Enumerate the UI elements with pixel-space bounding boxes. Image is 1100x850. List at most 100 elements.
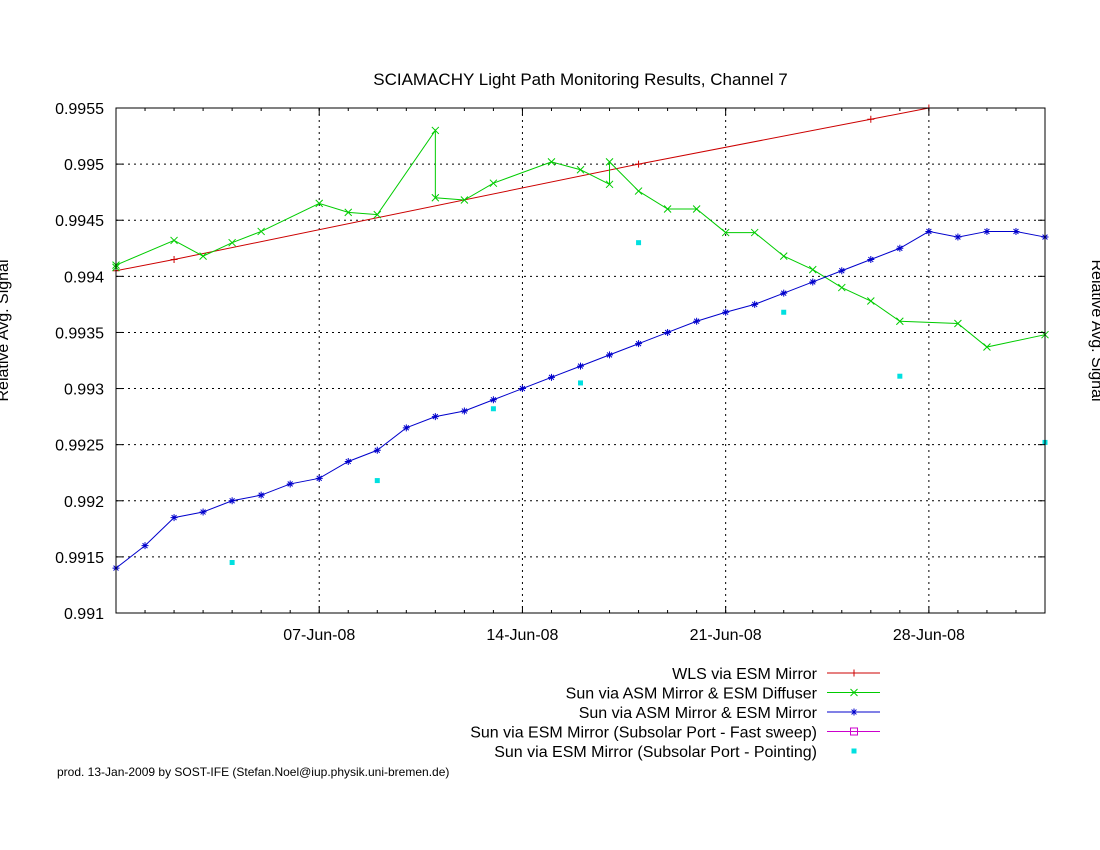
legend-item: Sun via ASM Mirror & ESM Diffuser [566, 686, 880, 703]
legend-label: Sun via ASM Mirror & ESM Mirror [579, 705, 818, 722]
data-point [606, 351, 614, 359]
y-tick-label: 0.9945 [55, 213, 104, 230]
data-point [635, 340, 643, 348]
data-point [605, 158, 614, 166]
data-point [867, 115, 875, 123]
data-point [373, 210, 382, 219]
data-point [229, 560, 235, 565]
y-tick-label: 0.991 [64, 606, 104, 623]
legend-label: Sun via ESM Mirror (Subsolar Port - Poin… [494, 744, 817, 761]
data-point [692, 205, 701, 213]
series-2 [112, 126, 1049, 351]
legend-item: WLS via ESM Mirror [672, 666, 880, 683]
data-point [1012, 227, 1020, 235]
data-point [954, 319, 962, 328]
data-point [518, 385, 526, 393]
data-point [578, 380, 583, 386]
data-point [781, 309, 787, 315]
data-point [983, 227, 991, 235]
data-point [490, 406, 496, 412]
data-point [867, 256, 875, 263]
data-point [850, 708, 858, 716]
data-point [257, 491, 265, 499]
data-point [228, 238, 236, 247]
data-point [170, 236, 178, 245]
legend-label: Sun via ASM Mirror & ESM Diffuser [566, 686, 818, 703]
series-line [115, 128, 1046, 348]
data-point [199, 508, 207, 516]
data-point [170, 256, 178, 263]
legend-item: Sun via ESM Mirror (Subsolar Port - Poin… [494, 744, 857, 761]
data-point [605, 180, 614, 189]
data-point [850, 669, 858, 677]
y-tick-label: 0.993 [64, 382, 104, 399]
y-axis: 0.991 0.9915 0.992 0.9925 0.993 0.9935 0.994 0.… [55, 101, 1045, 623]
data-point [809, 278, 817, 286]
data-point [374, 478, 380, 484]
data-point [838, 267, 846, 275]
chart-title: SCIAMACHY Light Path Monitoring Results,… [373, 70, 788, 89]
series-3 [112, 227, 1049, 572]
data-point [983, 343, 991, 351]
x-tick-label: 28-Jun-08 [893, 627, 965, 644]
legend: WLS via ESM Mirror Sun via ASM Mirror & E… [470, 666, 880, 761]
data-point [576, 165, 585, 174]
data-point [547, 158, 556, 166]
data-point [344, 458, 352, 465]
production-credit: prod. 13-Jan-2009 by SOST-IFE (Stefan.No… [57, 765, 449, 779]
y-tick-label: 0.9955 [55, 101, 104, 118]
legend-item: Sun via ASM Mirror & ESM Mirror [579, 705, 880, 722]
data-point [751, 300, 759, 308]
data-point [850, 688, 858, 697]
y-tick-label: 0.995 [64, 157, 104, 174]
data-point [693, 317, 701, 325]
data-point [664, 328, 672, 336]
data-point [489, 179, 498, 188]
data-point [286, 480, 294, 488]
data-point [897, 373, 903, 379]
series-line [115, 230, 1046, 569]
data-point [925, 227, 933, 235]
data-point [431, 413, 439, 421]
x-tick-label: 21-Jun-08 [690, 627, 762, 644]
data-point [895, 317, 904, 326]
data-point [779, 252, 788, 260]
data-point [577, 362, 584, 370]
data-point [635, 160, 643, 168]
legend-item: Sun via ESM Mirror (Subsolar Port - Fast… [470, 725, 880, 742]
y-tick-label: 0.9935 [55, 325, 104, 342]
y-tick-label: 0.994 [64, 269, 104, 286]
data-point [315, 199, 324, 208]
data-point [850, 727, 858, 736]
data-point [722, 308, 730, 316]
data-point [460, 196, 469, 204]
series-5 [229, 240, 1048, 565]
data-point [170, 514, 178, 522]
y2-axis-label: Relative Avg. Signal [1088, 259, 1100, 401]
series-1 [112, 104, 933, 275]
data-point [808, 265, 817, 274]
data-point [141, 542, 149, 550]
data-point [721, 228, 730, 237]
y-tick-label: 0.992 [64, 494, 104, 511]
x-tick-label: 14-Jun-08 [486, 627, 558, 644]
data-point [837, 283, 846, 292]
data-point [460, 407, 468, 415]
data-point [636, 240, 642, 246]
data-point [431, 193, 440, 202]
data-point [489, 396, 497, 404]
plot-area [112, 104, 1049, 572]
data-point [547, 373, 555, 381]
data-point [344, 208, 353, 217]
y-tick-label: 0.9925 [55, 438, 104, 455]
data-point [750, 228, 759, 237]
data-point [866, 297, 875, 305]
grid-lines [116, 108, 1045, 613]
data-point [373, 446, 381, 454]
legend-label: Sun via ESM Mirror (Subsolar Port - Fast… [470, 725, 817, 742]
data-point [228, 497, 236, 505]
data-point [954, 233, 962, 241]
legend-label: WLS via ESM Mirror [672, 666, 818, 683]
x-axis: 07-Jun-08 14-Jun-08 21-Jun-08 28-Jun-08 [144, 108, 1017, 644]
